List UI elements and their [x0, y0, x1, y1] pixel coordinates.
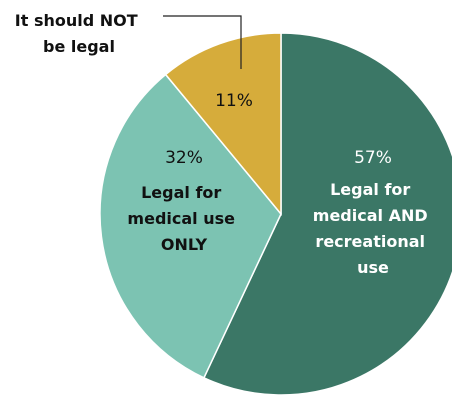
pie-slice-should-not-be-legal — [164, 32, 282, 217]
pie-slice-medical-only — [99, 73, 282, 379]
slice-label-line: Legal for — [330, 180, 410, 199]
slice-label-medical-only: Legal for medical use ONLY — [127, 183, 240, 254]
slice-label-line: use — [357, 258, 389, 277]
slice-label-should-not-be-legal: It should NOT be legal — [15, 11, 143, 56]
slice-label-medical-and-recreational: Legal for medical AND recreational use — [313, 180, 433, 277]
value-label-medical-only: 32% — [165, 148, 203, 168]
slice-label-line: recreational — [315, 232, 425, 251]
slice-label-line: medical use — [127, 209, 235, 228]
slice-label-line: It should NOT — [15, 11, 138, 30]
pie-slice-medical-and-recreational — [202, 32, 452, 396]
value-label-medical-and-recreational: 57% — [354, 148, 392, 168]
leader-line — [163, 15, 242, 69]
slice-label-line: Legal for — [141, 183, 221, 202]
slice-label-line: medical AND — [313, 206, 428, 225]
value-label-should-not-be-legal: 11% — [215, 91, 253, 111]
slice-label-line: be legal — [43, 37, 115, 56]
slice-label-line: ONLY — [161, 235, 208, 254]
